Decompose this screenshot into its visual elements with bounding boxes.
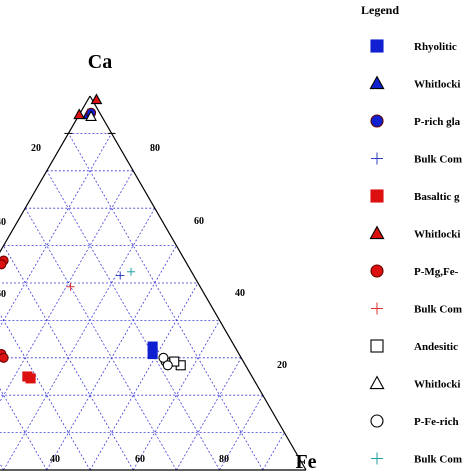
- tick-label-left_edge-0: 20: [31, 143, 41, 154]
- legend-marker-2: [370, 114, 384, 128]
- legend-label-7: Bulk Com: [414, 304, 462, 316]
- legend-marker-10: [370, 414, 384, 428]
- legend-label-0: Rhyolitic: [414, 41, 457, 53]
- legend-marker-4: [370, 189, 384, 203]
- legend-marker-0: [370, 39, 384, 53]
- legend-label-2: P-rich gla: [414, 116, 461, 128]
- data-point-s10-1: [158, 352, 169, 363]
- legend-marker-3: [371, 152, 383, 165]
- legend-label-5: Whitlocki: [414, 229, 460, 241]
- tick-label-right_edge-3: 20: [277, 360, 287, 371]
- legend-title: Legend: [361, 3, 399, 17]
- data-point-s3-0: [116, 271, 125, 280]
- axis-right-edge: [89, 95, 307, 471]
- grid-line-fe-10: [0, 133, 112, 328]
- legend-label-6: P-Mg,Fe-: [414, 266, 459, 278]
- legend-label-3: Bulk Com: [414, 154, 462, 166]
- tick-label-right_edge-2: 40: [235, 288, 245, 299]
- grid-line-other-50: [0, 313, 91, 471]
- grid-line-fe-70: [176, 357, 242, 471]
- legend-label-8: Andesitic: [414, 341, 458, 353]
- data-point-s0-1: [147, 349, 158, 360]
- grid-line-other-60: [0, 388, 48, 471]
- legend-marker-7: [371, 302, 383, 315]
- tick-label-right_edge-1: 60: [194, 216, 204, 227]
- legend-marker-9: [369, 375, 385, 390]
- vertex-label-right: Fe: [295, 451, 316, 473]
- tick-label-bottom_edge-0: 40: [50, 454, 60, 465]
- tick-label-right_edge-0: 80: [150, 143, 160, 154]
- axis-left-edge: [0, 95, 91, 254]
- data-point-s5-0: [90, 93, 103, 105]
- grid-line-fe-60: [132, 320, 220, 471]
- legend-label-9: Whitlocki: [414, 379, 460, 391]
- legend-label-1: Whitlocki: [414, 79, 460, 91]
- legend: Legend Rhyolitic Whitlocki P-rich gla Bulk …: [361, 3, 462, 466]
- triangle-frame: [0, 95, 307, 471]
- legend-marker-1: [369, 75, 385, 90]
- data-point-s5-1: [73, 108, 86, 120]
- data-point-s11-0: [127, 267, 136, 276]
- grid-line-other-70: [0, 462, 4, 471]
- grid-line-fe-40: [46, 245, 177, 471]
- grid-line-other-30: [24, 207, 177, 471]
- data-point-s6-3: [0, 352, 9, 363]
- legend-label-11: Bulk Com: [414, 454, 462, 466]
- vertex-label-top: Ca: [88, 51, 112, 73]
- data-points: [0, 93, 186, 384]
- grid-line-fe-50: [89, 282, 199, 471]
- tick-label-left_edge-3: 40: [0, 217, 6, 228]
- legend-marker-5: [369, 225, 385, 240]
- legend-label-4: Basaltic g: [414, 191, 460, 203]
- grid-line-fe-90: [262, 432, 285, 471]
- grid-line-fe-30: [3, 207, 156, 471]
- legend-marker-8: [370, 339, 384, 353]
- tick-label-bottom_edge-2: 80: [219, 454, 229, 465]
- data-point-s6-1: [0, 259, 7, 270]
- data-point-s9-0: [85, 110, 97, 121]
- tick-labels: 20 40 60 80 60 40 20 40 60 80: [0, 143, 287, 465]
- data-point-s10-2: [162, 360, 173, 371]
- tick-label-bottom_edge-1: 60: [135, 454, 145, 465]
- data-point-s4-1: [25, 373, 36, 384]
- grid-line-other-10: [68, 133, 264, 471]
- legend-marker-11: [371, 452, 383, 465]
- data-point-s7-0: [66, 282, 75, 291]
- grid-lines: [0, 132, 285, 471]
- grid-line-other-40: [3, 245, 134, 471]
- tick-label-left_edge-6: 60: [0, 289, 6, 300]
- legend-label-10: P-Fe-rich: [414, 416, 459, 428]
- legend-marker-6: [370, 264, 384, 278]
